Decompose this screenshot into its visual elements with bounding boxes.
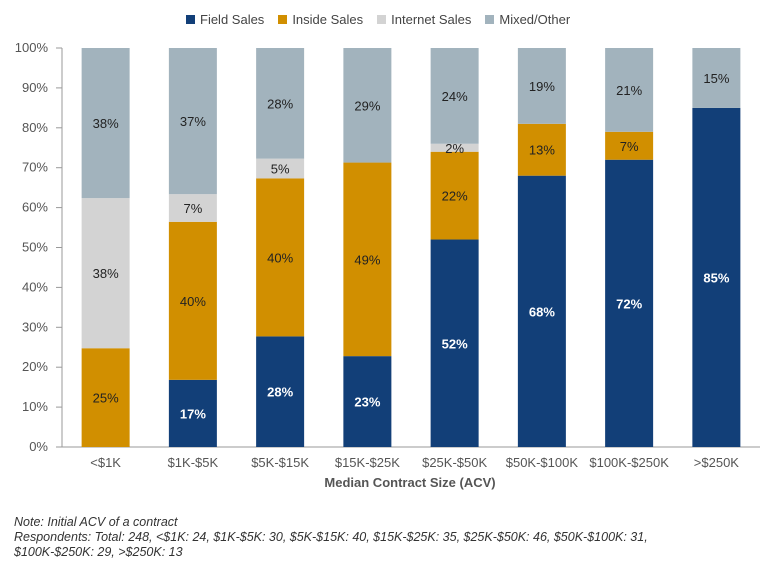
y-tick-label: 10% <box>22 399 48 414</box>
data-label: 21% <box>616 83 642 98</box>
data-label: 5% <box>271 161 290 176</box>
data-label: 7% <box>620 139 639 154</box>
bar-segment-inside-sales <box>168 221 217 380</box>
bar-segment-field-sales <box>692 107 741 447</box>
data-label: 2% <box>445 141 464 156</box>
legend-label: Field Sales <box>200 12 265 27</box>
data-label: 49% <box>354 252 380 267</box>
bar-segment-inside-sales <box>517 123 566 176</box>
x-tick-label: $50K-$100K <box>506 455 579 470</box>
data-label: 37% <box>180 114 206 129</box>
data-label: 24% <box>442 89 468 104</box>
data-label: 28% <box>267 385 293 400</box>
y-tick-label: 100% <box>15 40 49 55</box>
stacked-bar-chart: 0% 10% 20% 30% 40% 50% 60% 70% 80% 90% 100% 25% 38% 3… <box>15 40 760 470</box>
data-label: 22% <box>442 189 468 204</box>
legend-item: Mixed/Other <box>485 12 570 27</box>
data-label: 72% <box>616 296 642 311</box>
bar-segment-mixed-other <box>81 48 130 199</box>
bar-segment-field-sales <box>168 379 217 447</box>
data-label: 25% <box>93 391 119 406</box>
bar-segment-mixed-other <box>168 48 217 195</box>
data-label: 29% <box>354 98 380 113</box>
bar-segment-mixed-other <box>692 48 741 108</box>
data-label: 28% <box>267 96 293 111</box>
y-tick-label: 60% <box>22 200 48 215</box>
bar-segment-field-sales <box>430 239 479 447</box>
note-line-1: Note: Initial ACV of a contract <box>14 515 178 529</box>
bar-segment-mixed-other <box>430 48 479 144</box>
bar-segment-inside-sales <box>430 151 479 240</box>
bar-segment-field-sales <box>343 356 392 447</box>
y-tick-label: 90% <box>22 80 48 95</box>
bar-segment-internet-sales <box>168 194 217 222</box>
bar-segment-inside-sales <box>256 178 305 337</box>
data-label: 40% <box>267 250 293 265</box>
bar-segment-internet-sales <box>81 198 130 349</box>
data-label: 7% <box>183 201 202 216</box>
x-tick-label: $5K-$15K <box>251 455 309 470</box>
bar-segment-mixed-other <box>605 48 654 132</box>
legend-item: Inside Sales <box>278 12 363 27</box>
x-tick-label: $25K-$50K <box>422 455 487 470</box>
data-label: 23% <box>354 395 380 410</box>
legend-item: Internet Sales <box>377 12 471 27</box>
x-tick-label: $100K-$250K <box>589 455 669 470</box>
legend-item: Field Sales <box>186 12 264 27</box>
x-tick-label: >$250K <box>694 455 740 470</box>
data-label: 17% <box>180 406 206 421</box>
y-tick-label: 30% <box>22 319 48 334</box>
bar-segment-field-sales <box>517 175 566 447</box>
data-label: 52% <box>442 336 468 351</box>
x-tick-label: $1K-$5K <box>168 455 219 470</box>
data-label: 38% <box>93 266 119 281</box>
bar-segment-mixed-other <box>256 48 305 159</box>
y-tick-label: 50% <box>22 240 48 255</box>
legend-swatch <box>377 15 387 24</box>
bar-segment-field-sales <box>605 159 654 447</box>
legend-label: Internet Sales <box>391 12 472 27</box>
y-tick-label: 40% <box>22 279 48 294</box>
y-tick-label: 0% <box>29 439 48 454</box>
x-axis-label: Median Contract Size (ACV) <box>324 475 496 490</box>
data-label: 68% <box>529 304 555 319</box>
legend-label: Mixed/Other <box>499 12 571 27</box>
data-label: 85% <box>703 270 729 285</box>
bar-segment-internet-sales <box>256 158 305 179</box>
data-label: 15% <box>703 71 729 86</box>
bar-segment-mixed-other <box>343 48 392 163</box>
x-tick-label: <$1K <box>90 455 121 470</box>
y-tick-label: 80% <box>22 120 48 135</box>
legend: Field Sales Inside Sales Internet Sales Mix… <box>186 12 570 27</box>
footnote: Note: Initial ACV of a contract Responde… <box>14 515 764 560</box>
y-tick-label: 20% <box>22 359 48 374</box>
data-label: 38% <box>93 116 119 131</box>
legend-swatch <box>485 15 495 24</box>
bar-segment-inside-sales <box>81 348 130 447</box>
legend-label: Inside Sales <box>292 12 364 27</box>
data-label: 19% <box>529 79 555 94</box>
note-line-3: $100K-$250K: 29, >$250K: 13 <box>14 545 183 559</box>
note-line-2: Respondents: Total: 248, <$1K: 24, $1K-$… <box>14 530 648 544</box>
data-label: 13% <box>529 143 555 158</box>
y-tick-label: 70% <box>22 160 48 175</box>
bar-segment-inside-sales <box>605 131 654 160</box>
bar-segment-internet-sales <box>430 143 479 152</box>
legend-swatch <box>278 15 288 24</box>
bar-segment-inside-sales <box>343 162 392 357</box>
data-label: 40% <box>180 294 206 309</box>
bar-segment-mixed-other <box>517 48 566 124</box>
legend-swatch <box>186 15 195 24</box>
x-tick-label: $15K-$25K <box>335 455 400 470</box>
bar-segment-field-sales <box>256 336 305 447</box>
